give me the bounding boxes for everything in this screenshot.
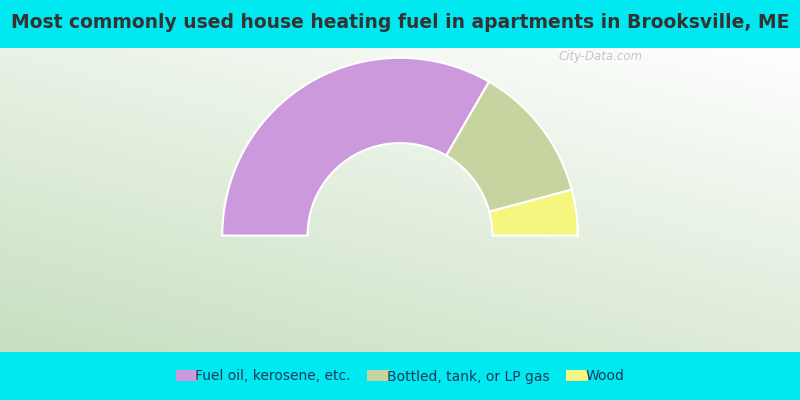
Wedge shape xyxy=(490,190,578,236)
Text: City-Data.com: City-Data.com xyxy=(558,50,642,63)
Text: Most commonly used house heating fuel in apartments in Brooksville, ME: Most commonly used house heating fuel in… xyxy=(11,12,789,32)
Legend: Fuel oil, kerosene, etc., Bottled, tank, or LP gas, Wood: Fuel oil, kerosene, etc., Bottled, tank,… xyxy=(170,364,630,389)
Wedge shape xyxy=(446,82,572,212)
Wedge shape xyxy=(222,58,489,236)
